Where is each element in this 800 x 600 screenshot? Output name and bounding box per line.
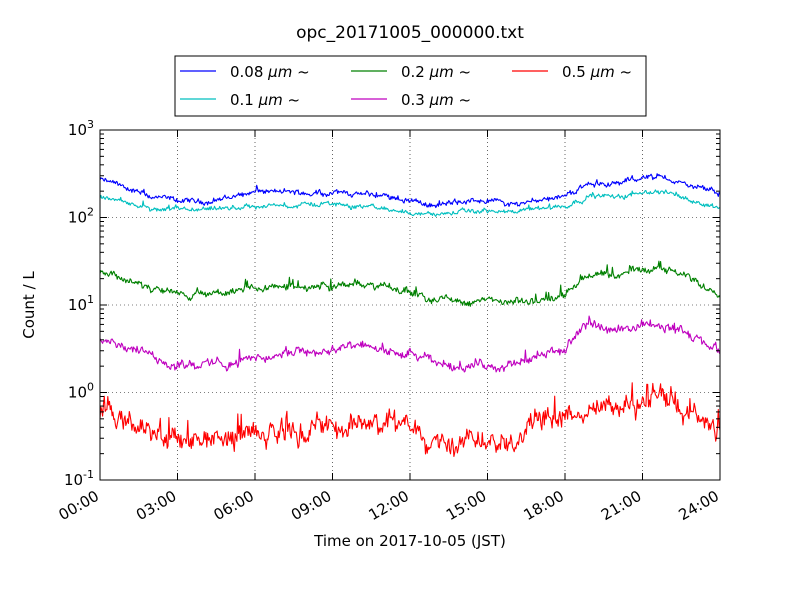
x-tick-label: 00:00 — [56, 487, 102, 524]
x-axis-label: Time on 2017-10-05 (JST) — [313, 532, 506, 550]
legend-entry: 0.1 μm ~ — [180, 91, 300, 109]
legend-label: 0.5 μm ~ — [562, 63, 632, 81]
legend: 0.08 μm ~ 0.1 μm ~ 0.2 μm ~ 0.3 μm ~ 0.5 μm … — [174, 55, 647, 117]
legend-label: 0.2 μm ~ — [401, 63, 471, 81]
series-line — [99, 173, 721, 209]
legend-label: 0.1 μm ~ — [230, 91, 300, 109]
x-tick-label: 09:00 — [288, 487, 334, 524]
x-tick-labels: 00:00 03:00 06:00 09:00 12:00 15:00 18:00 21:00… — [56, 487, 722, 524]
x-tick-label: 12:00 — [366, 487, 412, 524]
x-tick-label: 06:00 — [211, 487, 257, 524]
legend-entry: 0.3 μm ~ — [351, 91, 471, 109]
x-tick-label: 03:00 — [133, 487, 179, 524]
legend-entry: 0.5 μm ~ — [512, 63, 632, 81]
series-line — [99, 260, 721, 307]
legend-entries: 0.08 μm ~ 0.1 μm ~ 0.2 μm ~ 0.3 μm ~ 0.5 μm … — [180, 63, 632, 109]
legend-label: 0.08 μm ~ — [230, 63, 310, 81]
x-tick-label: 21:00 — [598, 487, 644, 524]
y-tick-label: 102 — [68, 206, 94, 227]
y-axis-label: Count / L — [20, 271, 38, 339]
axis-ticks — [99, 129, 721, 481]
legend-frame — [174, 55, 647, 117]
y-tick-label: 100 — [68, 381, 94, 402]
y-tick-labels: 10-1 100 101 102 103 — [64, 118, 94, 489]
chart-title: opc_20171005_000000.txt — [296, 23, 524, 43]
series-line — [99, 315, 721, 373]
legend-entry: 0.08 μm ~ — [180, 63, 310, 81]
plot-lines — [99, 173, 721, 458]
series-line — [99, 382, 721, 458]
y-tick-label: 101 — [68, 293, 94, 314]
legend-label: 0.3 μm ~ — [401, 91, 471, 109]
x-tick-label: 24:00 — [676, 487, 722, 524]
grid-lines — [100, 130, 720, 480]
legend-entry: 0.2 μm ~ — [351, 63, 471, 81]
y-tick-label: 103 — [68, 118, 94, 139]
y-tick-label: 10-1 — [64, 468, 94, 489]
x-tick-label: 15:00 — [443, 487, 489, 524]
series-line — [99, 189, 721, 217]
x-tick-label: 18:00 — [521, 487, 567, 524]
